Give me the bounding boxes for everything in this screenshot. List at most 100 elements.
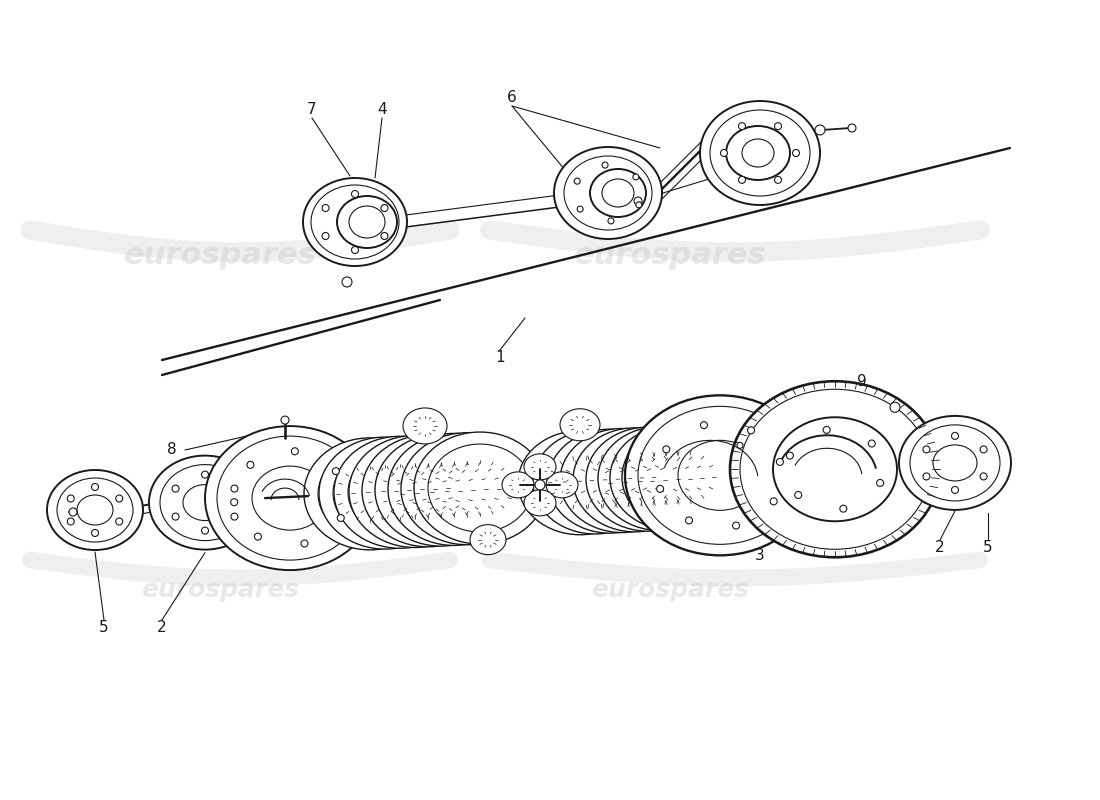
Text: 5: 5 <box>983 541 993 555</box>
Circle shape <box>332 468 340 474</box>
Ellipse shape <box>740 390 930 550</box>
Circle shape <box>738 122 746 130</box>
Circle shape <box>952 433 958 439</box>
Text: 8: 8 <box>167 442 177 458</box>
Circle shape <box>342 277 352 287</box>
Ellipse shape <box>638 406 802 544</box>
Circle shape <box>322 233 329 239</box>
Circle shape <box>201 471 209 478</box>
Circle shape <box>381 233 388 239</box>
Ellipse shape <box>302 178 407 266</box>
Circle shape <box>322 205 329 211</box>
Ellipse shape <box>47 470 143 550</box>
Circle shape <box>578 206 583 212</box>
Circle shape <box>292 448 298 454</box>
Circle shape <box>923 446 930 453</box>
Text: 7: 7 <box>307 102 317 118</box>
Ellipse shape <box>348 448 452 536</box>
Text: eurospares: eurospares <box>573 241 767 270</box>
Ellipse shape <box>534 430 657 534</box>
Ellipse shape <box>621 426 746 530</box>
Circle shape <box>246 462 254 468</box>
Circle shape <box>201 527 209 534</box>
Circle shape <box>720 150 727 157</box>
Ellipse shape <box>217 436 363 560</box>
Circle shape <box>634 197 642 205</box>
Ellipse shape <box>730 382 940 558</box>
Ellipse shape <box>587 439 683 521</box>
Circle shape <box>352 246 359 254</box>
Circle shape <box>952 486 958 494</box>
Ellipse shape <box>524 454 556 480</box>
Ellipse shape <box>532 442 628 524</box>
Ellipse shape <box>414 432 546 544</box>
Circle shape <box>663 446 670 453</box>
Text: 3: 3 <box>755 547 764 562</box>
Ellipse shape <box>148 455 261 550</box>
Ellipse shape <box>586 427 710 531</box>
Circle shape <box>657 486 663 492</box>
Circle shape <box>535 480 544 490</box>
Ellipse shape <box>560 429 684 533</box>
Text: 6: 6 <box>507 90 517 106</box>
Circle shape <box>254 533 262 540</box>
Ellipse shape <box>590 169 646 217</box>
Ellipse shape <box>319 437 451 549</box>
Ellipse shape <box>726 126 790 180</box>
Circle shape <box>774 122 781 130</box>
Ellipse shape <box>548 429 672 533</box>
Ellipse shape <box>428 444 532 532</box>
Circle shape <box>602 162 608 168</box>
Text: eurospares: eurospares <box>591 578 749 602</box>
Circle shape <box>786 452 793 459</box>
Ellipse shape <box>389 446 493 534</box>
Text: 2: 2 <box>157 621 167 635</box>
Circle shape <box>770 498 778 505</box>
Ellipse shape <box>333 449 437 537</box>
Ellipse shape <box>564 156 652 230</box>
Ellipse shape <box>546 472 578 498</box>
Circle shape <box>231 513 238 520</box>
Circle shape <box>792 150 800 157</box>
Ellipse shape <box>376 446 480 534</box>
Ellipse shape <box>610 426 734 530</box>
Circle shape <box>848 124 856 132</box>
Circle shape <box>890 402 900 412</box>
Ellipse shape <box>742 139 774 167</box>
Ellipse shape <box>700 101 820 205</box>
Ellipse shape <box>899 416 1011 510</box>
Circle shape <box>231 485 238 492</box>
Circle shape <box>608 218 614 224</box>
Text: 4: 4 <box>377 102 387 118</box>
Text: eurospares: eurospares <box>141 578 299 602</box>
Ellipse shape <box>625 395 815 555</box>
Circle shape <box>733 522 739 529</box>
Circle shape <box>980 473 987 480</box>
Circle shape <box>338 514 344 522</box>
Text: 2: 2 <box>935 541 945 555</box>
Ellipse shape <box>402 446 506 534</box>
Circle shape <box>868 440 876 447</box>
Circle shape <box>172 485 179 492</box>
Circle shape <box>69 508 77 516</box>
Ellipse shape <box>337 196 397 248</box>
Ellipse shape <box>518 430 642 534</box>
Ellipse shape <box>612 438 708 519</box>
Ellipse shape <box>57 478 133 542</box>
Ellipse shape <box>933 445 977 481</box>
Ellipse shape <box>710 110 810 196</box>
Circle shape <box>980 446 987 453</box>
Circle shape <box>172 513 179 520</box>
Circle shape <box>923 473 930 480</box>
Ellipse shape <box>362 434 494 546</box>
Text: eurospares: eurospares <box>123 241 317 270</box>
Ellipse shape <box>554 147 662 239</box>
Ellipse shape <box>574 439 670 522</box>
Ellipse shape <box>910 425 1000 501</box>
Circle shape <box>738 176 746 183</box>
Circle shape <box>685 517 693 524</box>
Circle shape <box>352 190 359 198</box>
Circle shape <box>701 422 707 429</box>
Ellipse shape <box>678 440 762 510</box>
Ellipse shape <box>773 418 896 522</box>
